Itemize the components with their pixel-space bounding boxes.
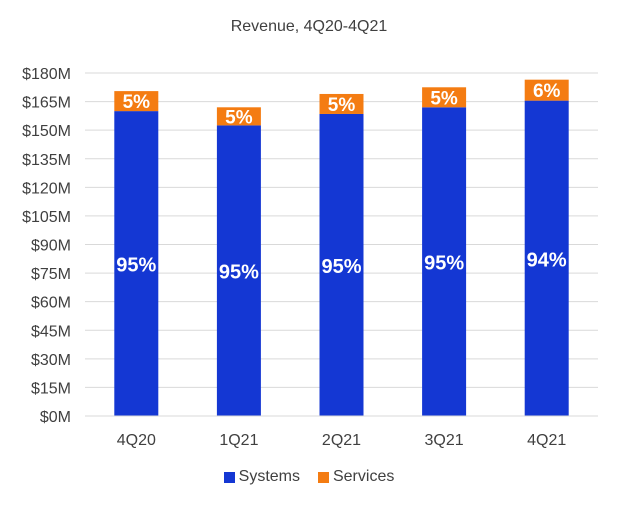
data-label-services: 6% [533, 81, 561, 102]
y-tick-label: $15M [31, 380, 71, 397]
y-tick-label: $150M [22, 123, 71, 140]
x-tick-label: 4Q20 [117, 432, 156, 449]
data-label-services: 5% [123, 92, 151, 113]
bar-services-4q21 [524, 79, 569, 101]
data-label-systems: 95% [219, 262, 259, 284]
data-label-services: 5% [328, 95, 356, 116]
y-tick-label: $90M [31, 238, 71, 255]
y-tick-label: $30M [31, 352, 71, 369]
legend-swatch-systems [223, 471, 235, 483]
bar-systems-1q21 [216, 125, 261, 417]
y-tick-label: $165M [22, 95, 71, 112]
y-tick-label: $75M [31, 266, 71, 283]
chart-legend: Systems Services [0, 468, 618, 486]
y-tick-label: $0M [40, 409, 71, 426]
data-label-services: 5% [225, 107, 253, 128]
data-label-services: 5% [430, 88, 458, 109]
y-tick-label: $120M [22, 180, 71, 197]
legend-label-services: Services [332, 468, 395, 485]
bar-systems-2q21 [319, 113, 364, 416]
x-tick-label: 2Q21 [322, 432, 361, 449]
bar-services-2q21 [319, 93, 364, 114]
legend-item-systems: Systems [223, 468, 300, 486]
data-label-systems: 94% [527, 249, 567, 271]
data-label-systems: 95% [424, 253, 464, 275]
y-tick-label: $135M [22, 152, 71, 169]
bar-services-3q21 [422, 87, 467, 108]
legend-swatch-services [317, 471, 329, 483]
bar-systems-4q20 [114, 111, 159, 416]
bar-services-4q20 [114, 91, 159, 112]
y-tick-label: $45M [31, 323, 71, 340]
bar-systems-4q21 [524, 100, 569, 416]
chart-title: Revenue, 4Q20-4Q21 [230, 18, 388, 35]
y-tick-label: $105M [22, 209, 71, 226]
bar-services-1q21 [216, 107, 261, 126]
x-tick-label: 4Q21 [527, 432, 566, 449]
bar-systems-3q21 [422, 107, 467, 417]
legend-item-services: Services [317, 468, 395, 486]
y-tick-label: $180M [22, 66, 71, 83]
x-tick-label: 1Q21 [219, 432, 258, 449]
bar-chart-plot: $0M $15M $30M $45M $60M $75M $90M $105M $120M $13… [22, 66, 598, 449]
legend-label-systems: Systems [238, 468, 300, 485]
x-tick-label: 3Q21 [425, 432, 464, 449]
data-label-systems: 95% [116, 255, 156, 277]
data-label-systems: 95% [321, 256, 361, 278]
y-tick-label: $60M [31, 295, 71, 312]
